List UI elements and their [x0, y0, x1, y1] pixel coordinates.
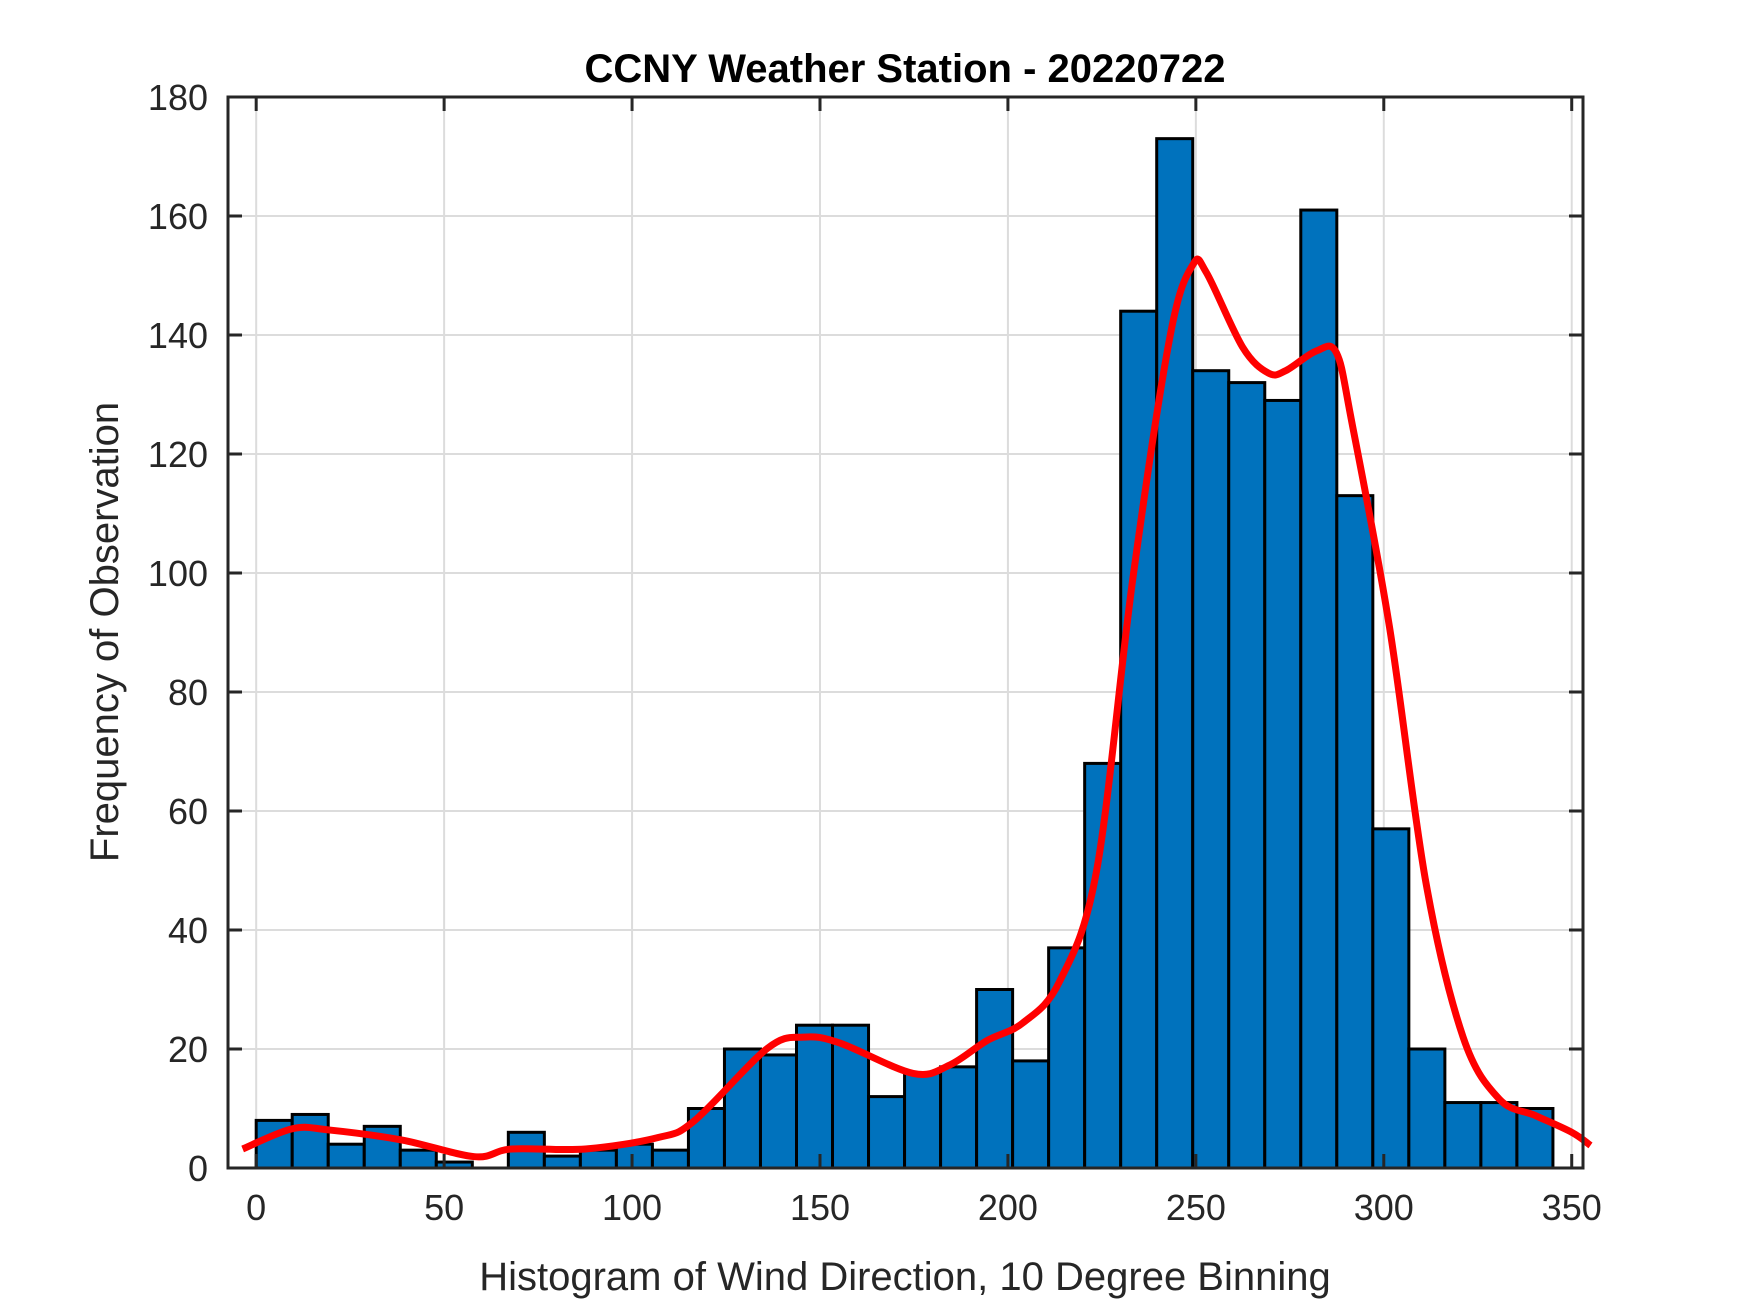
- histogram-bar: [1335, 494, 1375, 1170]
- histogram-bar: [1155, 137, 1195, 1170]
- histogram-bar: [867, 1095, 907, 1170]
- x-tick-label: 0: [246, 1187, 266, 1228]
- histogram-bar: [1407, 1047, 1447, 1170]
- y-tick-label: 60: [168, 791, 208, 832]
- histogram-bar: [650, 1148, 690, 1170]
- histogram-bar: [1443, 1101, 1483, 1170]
- histogram-bar: [1011, 1059, 1051, 1170]
- x-axis-label: Histogram of Wind Direction, 10 Degree B…: [479, 1255, 1331, 1299]
- histogram-bars: [254, 137, 1555, 1170]
- x-tick-label: 150: [790, 1187, 850, 1228]
- histogram-bar: [758, 1053, 798, 1170]
- y-tick-label: 160: [148, 196, 208, 237]
- y-tick-label: 180: [148, 77, 208, 118]
- y-tick-label: 100: [148, 553, 208, 594]
- y-tick-label: 80: [168, 672, 208, 713]
- density-curve: [241, 255, 1593, 1161]
- histogram-bar: [975, 988, 1015, 1170]
- histogram-bar: [1047, 946, 1087, 1170]
- histogram-bar: [1371, 827, 1411, 1170]
- histogram-bar: [722, 1047, 762, 1170]
- histogram-bar: [578, 1148, 618, 1170]
- histogram-bar: [903, 1071, 943, 1170]
- y-tick-label: 140: [148, 315, 208, 356]
- histogram-bar: [542, 1154, 582, 1170]
- x-tick-labels: 0 50 100 150 200 250 300 350: [246, 1187, 1602, 1228]
- y-tick-label: 0: [188, 1148, 208, 1189]
- x-tick-label: 300: [1354, 1187, 1414, 1228]
- x-tick-label: 350: [1542, 1187, 1602, 1228]
- x-tick-label: 200: [978, 1187, 1038, 1228]
- y-tick-label: 40: [168, 910, 208, 951]
- y-tick-labels: 0 20 40 60 80 100 120 140 160 180: [148, 77, 208, 1189]
- histogram-bar: [1191, 369, 1231, 1170]
- histogram-bar: [1479, 1101, 1519, 1170]
- histogram-bar: [1227, 381, 1267, 1170]
- histogram-bar: [398, 1148, 438, 1170]
- y-tick-label: 120: [148, 434, 208, 475]
- x-tick-label: 50: [424, 1187, 464, 1228]
- chart-title: CCNY Weather Station - 20220722: [585, 47, 1226, 91]
- histogram-bar: [939, 1065, 979, 1170]
- x-tick-label: 100: [602, 1187, 662, 1228]
- y-axis-label: Frequency of Observation: [83, 402, 127, 862]
- histogram-bar: [326, 1142, 366, 1170]
- x-tick-label: 250: [1166, 1187, 1226, 1228]
- histogram-bar: [1263, 398, 1303, 1170]
- axes-box: [226, 95, 1585, 1170]
- histogram-bar: [794, 1023, 835, 1170]
- axis-ticks: [228, 95, 1583, 1170]
- histogram-bar: [290, 1112, 330, 1170]
- y-tick-label: 20: [168, 1029, 208, 1070]
